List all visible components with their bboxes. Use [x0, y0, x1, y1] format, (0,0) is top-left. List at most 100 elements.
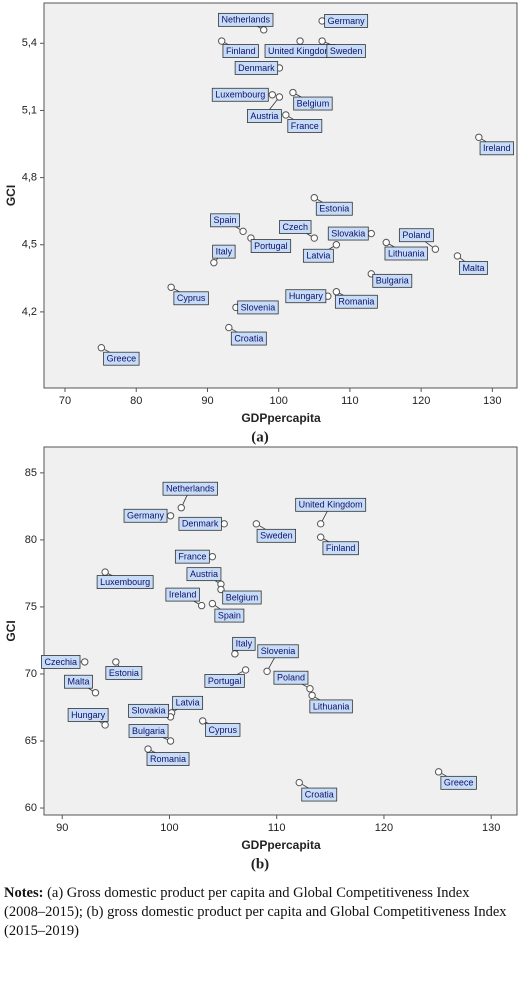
label-box [128, 703, 169, 718]
label-box [222, 590, 262, 605]
x-axis-title: GDPpercapita [241, 411, 321, 425]
y-axis-title: GCI [4, 185, 18, 206]
y-tick-label: 70 [25, 668, 37, 680]
label-text: Sweden [260, 531, 293, 541]
point [166, 737, 175, 745]
label-box [96, 575, 154, 589]
label-box [246, 109, 282, 123]
label-box [372, 273, 413, 288]
point-label: Finland [322, 541, 359, 556]
point-label: Slovenia [237, 300, 279, 315]
label-box [256, 528, 297, 543]
point-label: Romania [334, 294, 378, 309]
y-tick-label: 80 [25, 534, 37, 546]
label-text: Netherlands [166, 484, 215, 494]
x-tick-label: 120 [375, 822, 393, 834]
point-label: Latvia [172, 695, 204, 710]
x-tick-label: 100 [160, 822, 178, 834]
point-label: Croatia [230, 331, 267, 346]
label-text: Spain [214, 215, 237, 225]
label-text: Estonia [109, 668, 139, 678]
label-text: Ireland [169, 589, 197, 599]
point-label: Cyprus [205, 722, 241, 737]
label-text: Portugal [254, 241, 288, 251]
point [275, 93, 284, 101]
point-label: Poland [398, 228, 434, 243]
label-text: Luxembourg [100, 577, 150, 587]
y-tick-label: 85 [25, 467, 37, 479]
label-text: Bulgaria [132, 726, 165, 736]
point-label: Sweden [326, 44, 366, 58]
label-box [326, 44, 366, 58]
label-text: Hungary [71, 710, 106, 720]
label-text: Slovakia [132, 706, 166, 716]
label-box [64, 674, 93, 689]
y-tick-label: 4,5 [22, 239, 37, 251]
point-label: Belgium [222, 590, 262, 605]
label-box [237, 300, 279, 315]
point [101, 721, 109, 729]
point-label: Portugal [250, 239, 292, 253]
label-text: Croatia [234, 333, 263, 343]
point [316, 533, 325, 541]
point-label: Hungary [285, 289, 327, 304]
point-label: Estonia [315, 201, 353, 216]
x-tick-label: 130 [483, 395, 501, 407]
point [332, 288, 341, 296]
label-box [230, 331, 267, 346]
y-tick-label: 75 [25, 601, 37, 613]
label-text: Denmark [238, 63, 275, 73]
x-tick-label: 90 [201, 395, 213, 407]
point [252, 520, 261, 528]
label-box [273, 670, 309, 685]
label-text: Czech [283, 222, 309, 232]
point [101, 568, 109, 576]
point [431, 245, 440, 253]
label-text: Ireland [483, 143, 511, 153]
label-box [257, 644, 299, 659]
point-label: Slovakia [128, 703, 169, 718]
point-label: Spain [214, 608, 245, 623]
point [144, 745, 152, 753]
label-box [285, 289, 327, 304]
label-box [123, 508, 168, 523]
point-label: Estonia [105, 666, 143, 680]
point-label: Greece [103, 351, 140, 366]
point [220, 520, 228, 528]
x-tick-label: 130 [482, 822, 500, 834]
point-label: Czech [279, 220, 312, 234]
label-box [105, 666, 143, 680]
label-text: Finland [226, 46, 256, 56]
point-label: Italy [212, 244, 236, 259]
label-box [327, 226, 369, 241]
label-text: Estonia [319, 204, 349, 214]
label-text: Bulgaria [376, 276, 409, 286]
point [306, 685, 314, 693]
point [318, 37, 326, 45]
label-box [210, 213, 240, 228]
label-box [301, 787, 338, 802]
notes-label: Notes: [4, 885, 44, 901]
label-text: Austria [250, 111, 278, 121]
x-tick-label: 110 [341, 395, 359, 407]
label-box [479, 141, 514, 156]
label-text: Germany [328, 16, 366, 26]
point [97, 344, 106, 352]
label-box [173, 291, 209, 306]
point [208, 552, 217, 561]
point [177, 504, 185, 512]
point [167, 283, 175, 291]
label-box [205, 722, 241, 737]
label-box [234, 61, 279, 75]
label-box [211, 87, 269, 102]
label-box [302, 248, 334, 263]
point-label: Slovakia [327, 226, 369, 241]
label-text: Malta [67, 677, 89, 687]
point [268, 91, 276, 99]
label-box [162, 481, 218, 496]
label-text: Cyprus [208, 725, 237, 735]
point [382, 238, 390, 247]
point-label: Ireland [165, 587, 200, 602]
point [166, 512, 175, 520]
label-text: Slovenia [261, 646, 296, 656]
